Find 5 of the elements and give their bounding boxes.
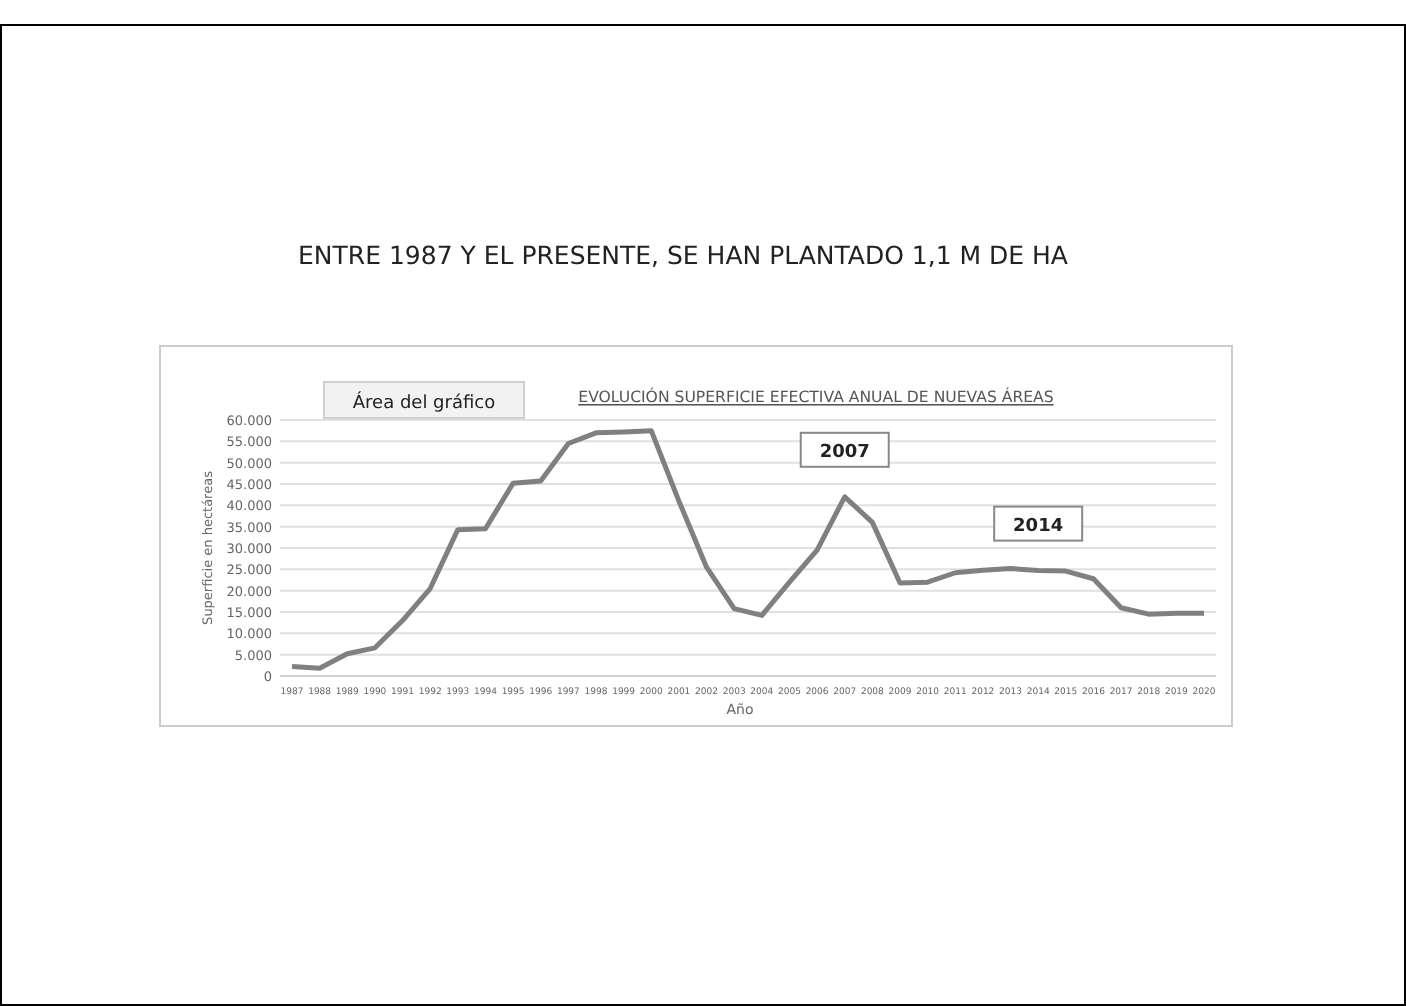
annotation: 2007 (819, 442, 870, 463)
annotation: 2014 (1013, 516, 1064, 537)
line-series (289, 428, 1207, 671)
chart-title: ENTRE 1987 Y EL PRESENTE, SE HAN PLANTADO 1,1 M DE HA (298, 240, 1069, 270)
text: Área del gráfico (352, 390, 497, 414)
